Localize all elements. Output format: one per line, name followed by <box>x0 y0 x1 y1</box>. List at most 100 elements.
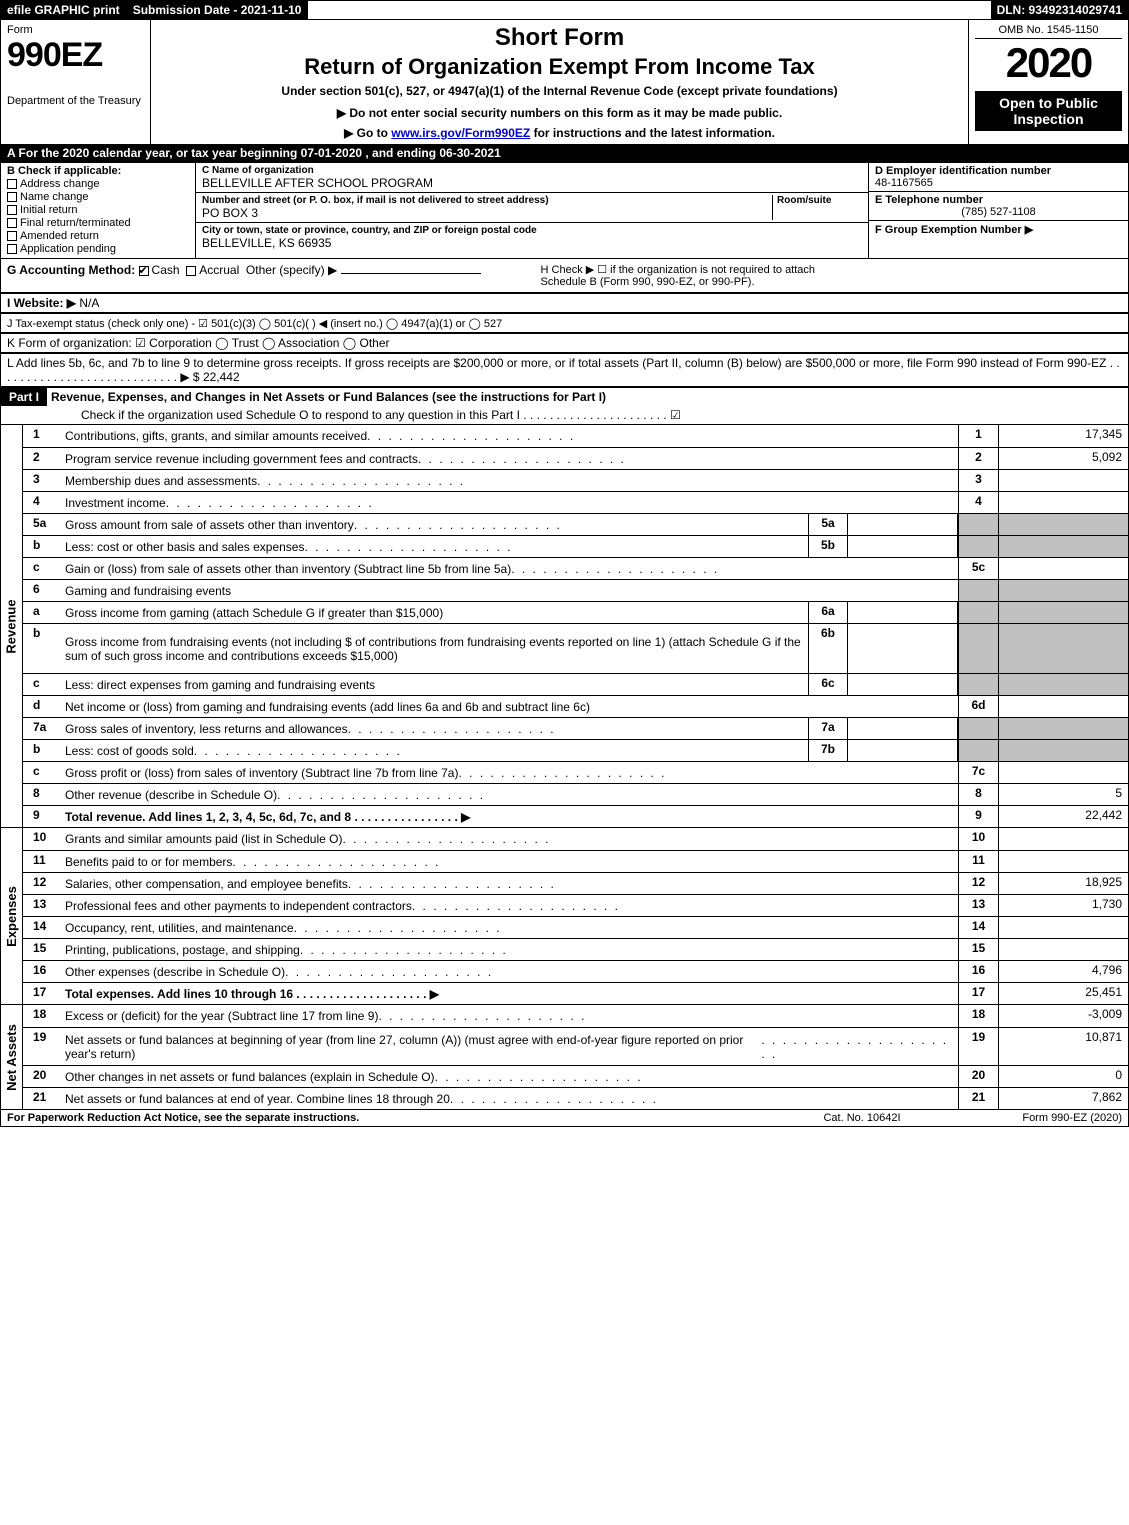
chk-accrual[interactable] <box>186 266 196 276</box>
net-assets-section: Net Assets 18Excess or (deficit) for the… <box>0 1005 1129 1110</box>
phone-block: E Telephone number (785) 527-1108 <box>869 192 1128 221</box>
line-11: 11Benefits paid to or for members11 <box>23 850 1128 872</box>
chk-amended-return[interactable]: Amended return <box>7 230 189 242</box>
part1-label: Part I <box>1 388 47 406</box>
city-label: City or town, state or province, country… <box>202 225 862 236</box>
phone-value: (785) 527-1108 <box>875 206 1122 218</box>
chk-address-change[interactable]: Address change <box>7 178 189 190</box>
inspect-line1: Open to Public <box>977 95 1120 111</box>
form-number: 990EZ <box>7 36 144 75</box>
line-5b: bLess: cost or other basis and sales exp… <box>23 535 1128 557</box>
footer-right: Form 990-EZ (2020) <box>962 1112 1122 1124</box>
department-label: Department of the Treasury <box>7 95 144 107</box>
inspect-line2: Inspection <box>977 111 1120 127</box>
section-def: D Employer identification number 48-1167… <box>868 163 1128 258</box>
line-7c: cGross profit or (loss) from sales of in… <box>23 761 1128 783</box>
org-name-block: C Name of organization BELLEVILLE AFTER … <box>196 163 868 193</box>
line-k: K Form of organization: ☑ Corporation ◯ … <box>0 333 1129 353</box>
part1-title: Revenue, Expenses, and Changes in Net As… <box>47 388 1128 406</box>
header-center: Short Form Return of Organization Exempt… <box>151 20 968 144</box>
line-7a: 7aGross sales of inventory, less returns… <box>23 717 1128 739</box>
irs-link[interactable]: www.irs.gov/Form990EZ <box>391 126 530 140</box>
top-bar: efile GRAPHIC print Submission Date - 20… <box>0 0 1129 20</box>
room-label: Room/suite <box>777 195 862 206</box>
footer-left: For Paperwork Reduction Act Notice, see … <box>7 1112 762 1124</box>
part1-header: Part I Revenue, Expenses, and Changes in… <box>0 387 1129 425</box>
line-8: 8Other revenue (describe in Schedule O)8… <box>23 783 1128 805</box>
accrual-label: Accrual <box>199 263 239 277</box>
revenue-tab: Revenue <box>1 425 23 827</box>
address-label: Number and street (or P. O. box, if mail… <box>202 195 772 206</box>
line-5a: 5aGross amount from sale of assets other… <box>23 513 1128 535</box>
net-assets-tab: Net Assets <box>1 1005 23 1109</box>
line-7b: bLess: cost of goods sold7b <box>23 739 1128 761</box>
efile-print-button[interactable]: efile GRAPHIC print <box>1 1 127 19</box>
section-b: B Check if applicable: Address change Na… <box>1 163 196 258</box>
cash-label: Cash <box>152 263 180 277</box>
section-bcd: B Check if applicable: Address change Na… <box>0 163 1129 259</box>
tax-year: 2020 <box>975 39 1122 87</box>
group-exemption-block: F Group Exemption Number ▶ <box>869 221 1128 238</box>
line-i: I Website: ▶ N/A <box>0 293 1129 313</box>
open-to-public: Open to Public Inspection <box>975 91 1122 131</box>
line-a-period: A For the 2020 calendar year, or tax yea… <box>0 144 1129 163</box>
chk-cash[interactable] <box>139 266 149 276</box>
line-l: L Add lines 5b, 6c, and 7b to line 9 to … <box>0 353 1129 387</box>
header-right: OMB No. 1545-1150 2020 Open to Public In… <box>968 20 1128 144</box>
instructions-link-line: ▶ Go to www.irs.gov/Form990EZ for instru… <box>157 126 962 140</box>
line-12: 12Salaries, other compensation, and empl… <box>23 872 1128 894</box>
expenses-tab: Expenses <box>1 828 23 1004</box>
omb-number: OMB No. 1545-1150 <box>975 24 1122 39</box>
title-short-form: Short Form <box>157 24 962 52</box>
group-exemption-label: F Group Exemption Number ▶ <box>875 223 1122 236</box>
footer-center: Cat. No. 10642I <box>762 1112 962 1124</box>
line-18: 18Excess or (deficit) for the year (Subt… <box>23 1005 1128 1027</box>
line-6b: bGross income from fundraising events (n… <box>23 623 1128 673</box>
line-j: J Tax-exempt status (check only one) - ☑… <box>0 313 1129 333</box>
line-19: 19Net assets or fund balances at beginni… <box>23 1027 1128 1065</box>
section-c: C Name of organization BELLEVILLE AFTER … <box>196 163 868 258</box>
header-left: Form 990EZ Department of the Treasury <box>1 20 151 144</box>
title-return: Return of Organization Exempt From Incom… <box>157 54 962 80</box>
address-block: Number and street (or P. O. box, if mail… <box>196 193 868 223</box>
line-6: 6Gaming and fundraising events <box>23 579 1128 601</box>
address: PO BOX 3 <box>202 206 772 220</box>
other-specify-field[interactable] <box>341 273 481 274</box>
line-l-value: 22,442 <box>203 370 240 384</box>
website-value: N/A <box>79 296 99 310</box>
chk-final-return[interactable]: Final return/terminated <box>7 217 189 229</box>
line-6c: cLess: direct expenses from gaming and f… <box>23 673 1128 695</box>
link-post: for instructions and the latest informat… <box>530 126 775 140</box>
line-h: H Check ▶ ☐ if the organization is not r… <box>541 263 841 288</box>
part1-check: Check if the organization used Schedule … <box>1 406 1128 424</box>
org-name-label: C Name of organization <box>202 165 862 176</box>
ein-label: D Employer identification number <box>875 165 1122 177</box>
ein-value: 48-1167565 <box>875 177 1122 189</box>
dln-label: DLN: 93492314029741 <box>991 1 1128 19</box>
form-header: Form 990EZ Department of the Treasury Sh… <box>0 20 1129 144</box>
other-specify-label: Other (specify) ▶ <box>246 263 337 277</box>
revenue-section: Revenue 1Contributions, gifts, grants, a… <box>0 425 1129 828</box>
city-block: City or town, state or province, country… <box>196 223 868 252</box>
city: BELLEVILLE, KS 66935 <box>202 236 862 250</box>
chk-initial-return[interactable]: Initial return <box>7 204 189 216</box>
line-14: 14Occupancy, rent, utilities, and mainte… <box>23 916 1128 938</box>
org-name: BELLEVILLE AFTER SCHOOL PROGRAM <box>202 176 862 190</box>
line-l-text: L Add lines 5b, 6c, and 7b to line 9 to … <box>7 356 1120 384</box>
line-5c: cGain or (loss) from sale of assets othe… <box>23 557 1128 579</box>
line-20: 20Other changes in net assets or fund ba… <box>23 1065 1128 1087</box>
line-2: 2Program service revenue including gover… <box>23 447 1128 469</box>
line-g: G Accounting Method: Cash Accrual Other … <box>7 263 481 288</box>
topbar-spacer <box>308 1 990 19</box>
line-15: 15Printing, publications, postage, and s… <box>23 938 1128 960</box>
line-21: 21Net assets or fund balances at end of … <box>23 1087 1128 1109</box>
chk-name-change[interactable]: Name change <box>7 191 189 203</box>
ein-block: D Employer identification number 48-1167… <box>869 163 1128 192</box>
section-b-head: B Check if applicable: <box>7 165 189 177</box>
line-9: 9Total revenue. Add lines 1, 2, 3, 4, 5c… <box>23 805 1128 827</box>
accounting-label: G Accounting Method: <box>7 263 135 277</box>
page-footer: For Paperwork Reduction Act Notice, see … <box>0 1110 1129 1127</box>
chk-application-pending[interactable]: Application pending <box>7 243 189 255</box>
line-4: 4Investment income4 <box>23 491 1128 513</box>
form-label: Form <box>7 24 144 36</box>
